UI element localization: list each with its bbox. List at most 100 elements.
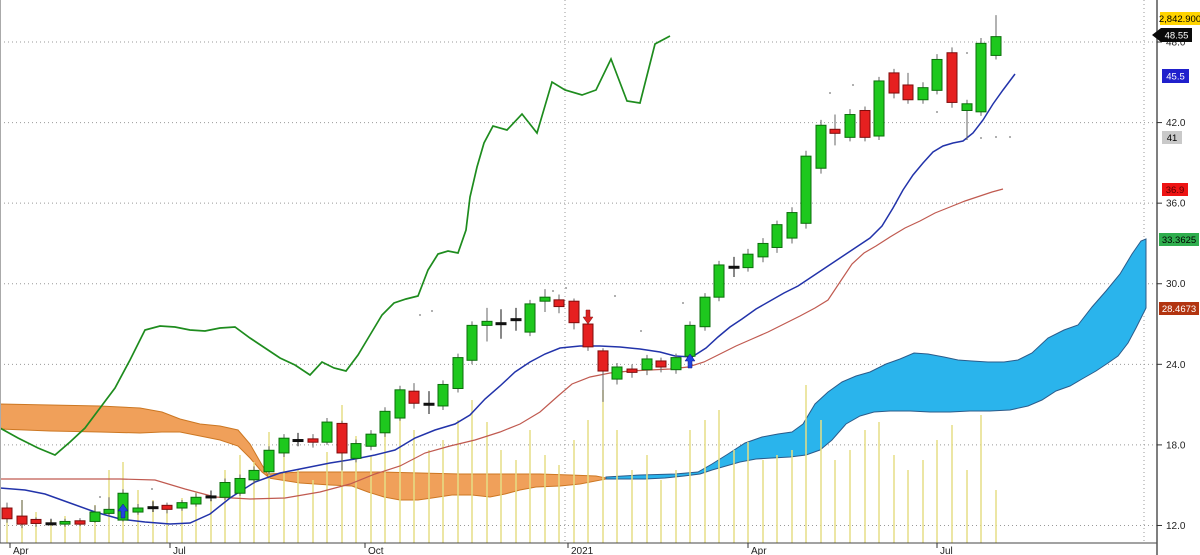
candle-body [815,124,827,169]
candle-body [321,421,333,443]
candle-body [147,506,159,510]
candle [699,293,711,331]
candle [1,502,13,523]
x-tick-label: Apr [13,546,29,555]
candle-body [30,518,42,524]
candle-body [16,515,28,525]
candle-body [408,390,420,404]
x-tick-label: Jul [173,546,186,555]
candle [248,466,260,484]
candle-body [292,439,304,443]
candle [582,320,594,351]
cloud-bottom-badge: 28.4673 [1159,302,1199,315]
candle [59,518,71,527]
candle-body [844,114,856,138]
candle-body [132,507,144,513]
candle-body [176,502,188,509]
sell-signal-arrow [582,309,594,325]
candle [161,502,173,514]
gray-level-badge-bg [1162,131,1182,144]
candle-body [74,520,86,525]
indicator-dot [682,302,684,304]
candle [394,385,406,421]
candle-body [234,477,246,494]
candle [437,380,449,410]
candle-body [961,103,973,111]
gray-level-badge-label: 41 [1167,133,1178,144]
candle [975,37,987,116]
candle [452,353,464,393]
candle [611,362,623,385]
last-price-badge-arrow [1152,28,1161,42]
candle [30,517,42,527]
candle-body [219,482,231,498]
buy-signal-arrow [684,353,696,369]
candle [16,499,28,529]
candle [655,357,667,373]
candle [205,490,217,502]
candle-body [742,253,754,269]
candle-body [626,368,638,373]
candle-body [379,410,391,434]
candle [103,497,115,517]
ichimoku-cloud-orange [267,471,607,501]
candle-body [611,366,623,380]
indicator-dot [151,488,153,490]
gray-level-badge: 41 [1162,131,1182,144]
candle [946,47,958,108]
y-axis-labels: 48.0 42.0 36.0 30.0 24.0 18.0 12.0 [1157,38,1186,532]
candle-body [713,264,725,298]
candle-body [539,296,551,302]
candle-body [248,469,260,481]
candle [757,238,769,263]
candle-body [786,212,798,239]
candle [670,353,682,374]
indicator-dot [99,496,101,498]
cloud-top-badge-bg [1159,233,1199,246]
candle [597,348,609,402]
candle-body [45,522,57,526]
candle [495,309,507,339]
candle [961,99,973,141]
x-tick-label: 2021 [571,546,594,555]
candle-body [553,299,565,308]
candle-body [946,52,958,103]
candle-body [89,511,101,522]
candle [553,294,565,314]
indicator-dot [1009,136,1011,138]
candle [641,354,653,376]
x-tick-label: Oct [368,546,384,555]
candle [263,446,275,475]
candle [219,478,231,500]
candle [713,260,725,302]
x-tick-label: Apr [751,546,767,555]
candle-body [394,389,406,419]
blue-ma-badge: 45.5 [1162,69,1189,83]
candle [307,434,319,448]
candle [539,289,551,312]
candle-body [771,224,783,248]
candle-body [931,58,943,91]
candle-body [510,318,522,322]
cloud-top-badge-label: 33.3625 [1162,235,1196,246]
cloud-bottom-badge-label: 28.4673 [1162,304,1196,315]
indicator-dot [966,52,968,54]
candle-body [466,324,478,361]
last-price-badge-label: 48.55 [1165,31,1189,42]
candle-body [641,358,653,371]
indicator-dot [640,330,642,332]
candle [742,248,754,272]
candle [190,493,202,507]
candle-body [917,87,929,101]
candle-body [859,109,871,138]
candle [568,298,580,330]
candle-body [888,72,900,94]
candle-body [481,320,493,326]
candle-body [684,324,696,357]
candle-body [423,402,435,406]
red-ma-badge: 36.9 [1162,183,1188,196]
candle [902,72,914,104]
candle [74,518,86,527]
benchmark-line-green [0,35,671,456]
